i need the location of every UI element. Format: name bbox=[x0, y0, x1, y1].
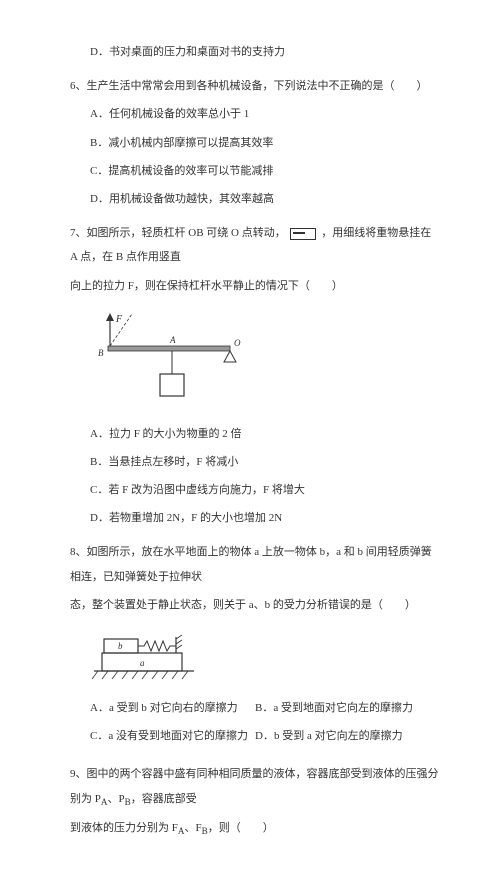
svg-text:a: a bbox=[140, 658, 145, 668]
q9-mid2: ，容器底部受 bbox=[131, 793, 197, 805]
q7-figure: F A B O bbox=[90, 308, 440, 408]
q7-stem-a: 7、如图所示，轻质杠杆 OB 可绕 O 点转动， bbox=[70, 227, 286, 239]
q6-option-c: C．提高机械设备的效率可以节能减排 bbox=[90, 159, 440, 183]
svg-text:A: A bbox=[169, 335, 176, 345]
svg-text:O: O bbox=[234, 338, 241, 348]
q7-option-d: D．若物重增加 2N，F 的大小也增加 2N bbox=[90, 506, 440, 530]
q7-stem: 7、如图所示，轻质杠杆 OB 可绕 O 点转动， ，用细线将重物悬挂在 A 点，… bbox=[70, 221, 440, 269]
q6-stem: 6、生产生活中常常会用到各种机械设备，下列说法中不正确的是（ ） bbox=[70, 74, 440, 98]
svg-text:B: B bbox=[98, 348, 104, 358]
q9-sub-a1: A bbox=[101, 797, 108, 807]
q7-option-a: A．拉力 F 的大小为物重的 2 倍 bbox=[90, 422, 440, 446]
q8-stem-b: 态，整个装置处于静止状态，则关于 a、b 的受力分析错误的是（ ） bbox=[70, 593, 440, 617]
q6-option-d: D．用机械设备做功越快，其效率越高 bbox=[90, 187, 440, 211]
q9-stem-line2: 到液体的压力分别为 FA、FB，则（ ） bbox=[70, 816, 440, 841]
q8-stem-a: 8、如图所示，放在水平地面上的物体 a 上放一物体 b，a 和 b 间用轻质弹簧… bbox=[70, 540, 440, 588]
q8-options-row2: C．a 没有受到地面对它的摩擦力 D．b 受到 a 对它向左的摩擦力 bbox=[70, 724, 440, 752]
q6-option-b: B．减小机械内部摩擦可以提高其效率 bbox=[90, 131, 440, 155]
q8-option-a: A．a 受到 b 对它向右的摩擦力 bbox=[90, 696, 255, 720]
q8-options-row1: A．a 受到 b 对它向右的摩擦力 B．a 受到地面对它向左的摩擦力 bbox=[70, 696, 440, 724]
q9-sub-a2: A bbox=[178, 826, 185, 836]
q8-option-d: D．b 受到 a 对它向左的摩擦力 bbox=[255, 724, 440, 748]
q7-option-b: B．当悬挂点左移时，F 将减小 bbox=[90, 450, 440, 474]
inline-figure-icon bbox=[290, 228, 316, 240]
q6-option-a: A．任何机械设备的效率总小于 1 bbox=[90, 102, 440, 126]
q9-mid1: 、P bbox=[108, 793, 125, 805]
q9-stem-line1: 9、图中的两个容器中盛有同种相同质量的液体，容器底部受到液体的压强分别为 PA、… bbox=[70, 762, 440, 812]
q9-end: ，则（ ） bbox=[208, 822, 274, 834]
q8-option-c: C．a 没有受到地面对它的摩擦力 bbox=[90, 724, 255, 748]
q8-figure: b a bbox=[90, 627, 440, 682]
svg-text:b: b bbox=[118, 641, 123, 651]
q7-stem-c: 向上的拉力 F，则在保持杠杆水平静止的情况下（ ） bbox=[70, 274, 440, 298]
q9-stem-b: 到液体的压力分别为 F bbox=[70, 822, 178, 834]
q7-option-c: C．若 F 改为沿图中虚线方向施力，F 将增大 bbox=[90, 478, 440, 502]
q9-mid3: 、F bbox=[185, 822, 202, 834]
q8-option-b: B．a 受到地面对它向左的摩擦力 bbox=[255, 696, 440, 720]
svg-text:F: F bbox=[115, 314, 123, 325]
q5-option-d: D．书对桌面的压力和桌面对书的支持力 bbox=[90, 40, 440, 64]
